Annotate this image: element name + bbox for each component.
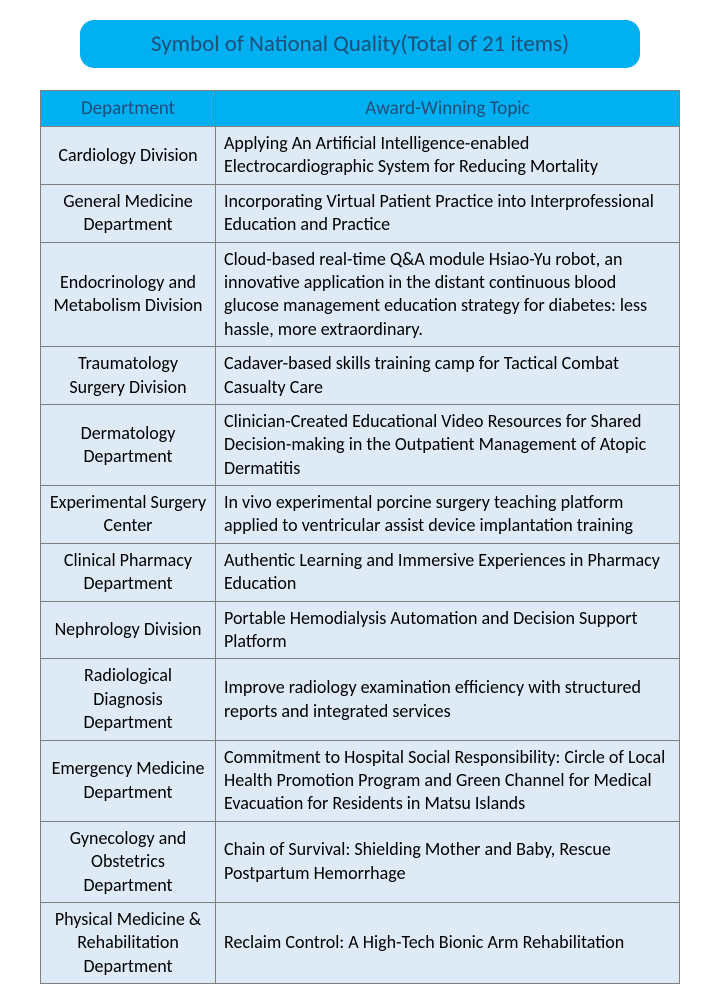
cell-topic: Incorporating Virtual Patient Practice i…	[216, 184, 680, 242]
table-row: Radiological Diagnosis DepartmentImprove…	[41, 659, 680, 740]
cell-topic: Clinician-Created Educational Video Reso…	[216, 404, 680, 485]
table-row: Gynecology and Obstetrics DepartmentChai…	[41, 821, 680, 902]
cell-department: Traumatology Surgery Division	[41, 347, 216, 405]
cell-topic: In vivo experimental porcine surgery tea…	[216, 486, 680, 544]
col-header-department: Department	[41, 91, 216, 127]
table-row: Endocrinology and Metabolism DivisionClo…	[41, 242, 680, 347]
cell-topic: Cloud-based real-time Q&A module Hsiao-Y…	[216, 242, 680, 347]
cell-topic: Applying An Artificial Intelligence-enab…	[216, 127, 680, 185]
cell-department: Endocrinology and Metabolism Division	[41, 242, 216, 347]
page-title: Symbol of National Quality(Total of 21 i…	[80, 20, 640, 68]
table-row: Physical Medicine & Rehabilitation Depar…	[41, 902, 680, 983]
cell-department: Cardiology Division	[41, 127, 216, 185]
cell-department: General Medicine Department	[41, 184, 216, 242]
cell-department: Physical Medicine & Rehabilitation Depar…	[41, 902, 216, 983]
cell-department: Clinical Pharmacy Department	[41, 543, 216, 601]
table-row: Nephrology DivisionPortable Hemodialysis…	[41, 601, 680, 659]
col-header-topic: Award-Winning Topic	[216, 91, 680, 127]
table-row: Cardiology DivisionApplying An Artificia…	[41, 127, 680, 185]
table-row: Emergency Medicine DepartmentCommitment …	[41, 740, 680, 821]
cell-department: Experimental Surgery Center	[41, 486, 216, 544]
cell-department: Emergency Medicine Department	[41, 740, 216, 821]
table-row: Dermatology DepartmentClinician-Created …	[41, 404, 680, 485]
table-row: Traumatology Surgery DivisionCadaver-bas…	[41, 347, 680, 405]
cell-topic: Authentic Learning and Immersive Experie…	[216, 543, 680, 601]
cell-topic: Cadaver-based skills training camp for T…	[216, 347, 680, 405]
table-row: Clinical Pharmacy DepartmentAuthentic Le…	[41, 543, 680, 601]
cell-topic: Improve radiology examination efficiency…	[216, 659, 680, 740]
cell-department: Gynecology and Obstetrics Department	[41, 821, 216, 902]
cell-topic: Chain of Survival: Shielding Mother and …	[216, 821, 680, 902]
cell-topic: Commitment to Hospital Social Responsibi…	[216, 740, 680, 821]
cell-topic: Reclaim Control: A High-Tech Bionic Arm …	[216, 902, 680, 983]
table-header-row: Department Award-Winning Topic	[41, 91, 680, 127]
table-row: Experimental Surgery CenterIn vivo exper…	[41, 486, 680, 544]
table-row: General Medicine DepartmentIncorporating…	[41, 184, 680, 242]
cell-department: Radiological Diagnosis Department	[41, 659, 216, 740]
cell-department: Dermatology Department	[41, 404, 216, 485]
page-container: Symbol of National Quality(Total of 21 i…	[0, 0, 720, 1004]
cell-department: Nephrology Division	[41, 601, 216, 659]
awards-table: Department Award-Winning Topic Cardiolog…	[40, 90, 680, 984]
cell-topic: Portable Hemodialysis Automation and Dec…	[216, 601, 680, 659]
